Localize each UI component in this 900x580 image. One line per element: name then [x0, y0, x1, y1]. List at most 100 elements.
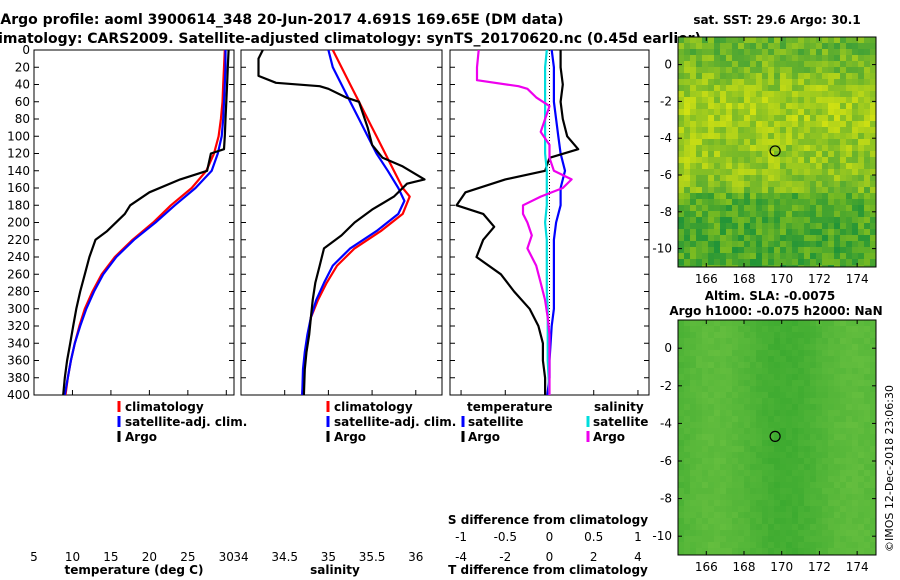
map-cell [708, 356, 715, 363]
map-cell [702, 356, 709, 363]
map-cell [780, 193, 787, 200]
map-cell [750, 103, 757, 110]
map-cell [840, 241, 847, 248]
map-cell [774, 169, 781, 176]
map-cell [834, 169, 841, 176]
map-cell [846, 73, 853, 80]
map-cell [726, 344, 733, 351]
map-cell [720, 259, 727, 266]
map-cell [684, 223, 691, 230]
map-cell [696, 211, 703, 218]
map-cell [720, 506, 727, 513]
map-cell [678, 332, 685, 339]
map-cell [816, 338, 823, 345]
map-cell [732, 265, 739, 267]
map-cell [690, 368, 697, 375]
map-cell [858, 440, 865, 447]
map-cell [714, 332, 721, 339]
map-cell [852, 115, 859, 122]
map-cell [780, 452, 787, 459]
map-cell [678, 133, 685, 140]
map-cell [744, 61, 751, 68]
map-cell [858, 205, 865, 212]
map-cell [870, 368, 876, 375]
map-cell [780, 217, 787, 224]
map-cell [828, 512, 835, 519]
map-cell [852, 404, 859, 411]
map-cell [750, 500, 757, 507]
map-cell [870, 488, 876, 495]
map-cell [798, 127, 805, 134]
map-cell [822, 241, 829, 248]
map-cell [750, 332, 757, 339]
map-cell [702, 61, 709, 68]
map-cell [708, 163, 715, 170]
map-cell [792, 109, 799, 116]
map-cell [810, 410, 817, 417]
map-cell [762, 392, 769, 399]
map-cell [828, 55, 835, 62]
map-cell [726, 211, 733, 218]
map-cell [714, 193, 721, 200]
sst-map-panel: sat. SST: 29.6 Argo: 30.1 166 168 170 172 17… [652, 13, 877, 286]
map-cell [816, 247, 823, 254]
map-cell [678, 145, 685, 152]
map-cell [714, 253, 721, 260]
map-cell [702, 380, 709, 387]
map-cell [816, 410, 823, 417]
map-cell [714, 416, 721, 423]
legend-satellite-label: satellite-adj. clim. [334, 415, 456, 429]
depth-tick-label: 140 [7, 164, 30, 178]
map-cell [756, 85, 763, 92]
map-cell [852, 97, 859, 104]
map-cell [786, 265, 793, 267]
map-cell [702, 374, 709, 381]
map-cell [684, 512, 691, 519]
map-cell [684, 428, 691, 435]
map-cell [840, 482, 847, 489]
map-cell [684, 350, 691, 357]
map-cell [834, 362, 841, 369]
map-cell [756, 386, 763, 393]
map-lat-tick-label: 0 [664, 58, 672, 72]
map-cell [804, 344, 811, 351]
map-cell [846, 410, 853, 417]
map-cell [750, 115, 757, 122]
map-cell [846, 85, 853, 92]
map-cell [810, 530, 817, 537]
map-cell [774, 542, 781, 549]
map-lat-tick-label: -6 [660, 454, 672, 468]
map-cell [732, 97, 739, 104]
map-cell [828, 422, 835, 429]
map-cell [792, 344, 799, 351]
map-cell [762, 542, 769, 549]
map-cell [786, 512, 793, 519]
map-cell [780, 181, 787, 188]
map-cell [774, 530, 781, 537]
map-cell [780, 115, 787, 122]
map-cell [822, 121, 829, 128]
map-cell [774, 482, 781, 489]
map-cell [744, 446, 751, 453]
map-cell [678, 320, 685, 327]
map-cell [756, 452, 763, 459]
map-cell [756, 139, 763, 146]
map-cell [726, 139, 733, 146]
map-cell [738, 97, 745, 104]
map-cell [858, 217, 865, 224]
map-cell [708, 422, 715, 429]
map-cell [768, 410, 775, 417]
map-cell [858, 133, 865, 140]
map-cell [786, 199, 793, 206]
map-cell [852, 241, 859, 248]
map-cell [690, 91, 697, 98]
map-cell [684, 145, 691, 152]
map-cell [714, 127, 721, 134]
sla-map-field [678, 320, 876, 555]
map-cell [702, 464, 709, 471]
map-cell [768, 241, 775, 248]
map-cell [684, 253, 691, 260]
map-cell [732, 187, 739, 194]
map-cell [690, 181, 697, 188]
map-cell [690, 217, 697, 224]
